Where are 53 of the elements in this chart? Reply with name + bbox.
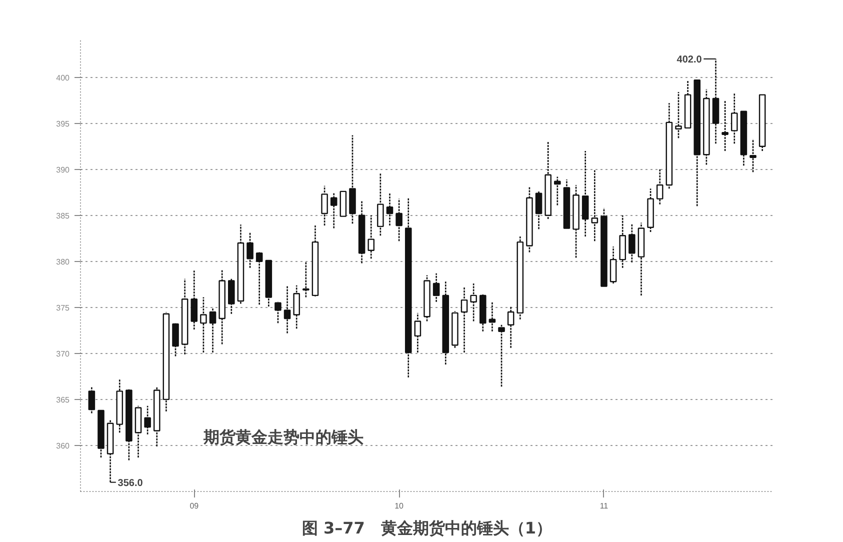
candlestick <box>228 278 235 315</box>
y-tick-label: 380 <box>56 257 70 266</box>
y-tick-label: 395 <box>56 119 70 128</box>
candlestick <box>554 176 561 206</box>
candlestick <box>535 190 542 230</box>
candlestick <box>656 168 664 205</box>
y-tick-label: 365 <box>56 395 70 404</box>
candlestick <box>386 192 394 226</box>
candlestick <box>591 170 598 242</box>
y-tick-label: 400 <box>56 73 70 82</box>
y-tick-label: 375 <box>56 303 70 312</box>
candlestick <box>284 284 291 334</box>
y-tick-label: 360 <box>56 441 70 450</box>
candlestick <box>330 192 338 229</box>
candlestick <box>730 92 738 144</box>
candlestick <box>321 185 328 226</box>
candlestick <box>274 301 282 324</box>
candlestick <box>414 312 422 354</box>
candlestick <box>507 306 514 349</box>
candlestick <box>172 322 179 357</box>
candlestick <box>256 252 263 306</box>
x-tick-label: 09 <box>190 502 200 510</box>
candlestick <box>470 282 477 322</box>
candlestick <box>432 272 440 303</box>
candlestick <box>377 172 384 236</box>
candlestick <box>246 232 254 268</box>
candlestick <box>750 138 756 173</box>
x-tick-label: 10 <box>394 502 404 510</box>
candlestick <box>200 296 207 354</box>
candlestick <box>190 270 198 330</box>
candlestick <box>619 214 626 268</box>
y-tick-label: 385 <box>56 211 70 220</box>
candlestick <box>144 405 151 436</box>
x-tick-label: 11 <box>600 502 609 510</box>
text: 图 3–77 黄金期货中的锤头（1） <box>302 518 552 538</box>
candlestick <box>396 198 402 242</box>
candlestick <box>722 100 728 152</box>
annotation: 402.0 <box>676 54 702 66</box>
y-tick-label: 370 <box>56 349 70 358</box>
candlestick <box>88 386 96 414</box>
candlestick <box>628 223 636 263</box>
annotation: 356.0 <box>118 478 144 489</box>
candlestick <box>293 284 300 330</box>
candlestick <box>460 286 468 354</box>
candlestick <box>368 214 375 260</box>
candlestick <box>582 150 589 238</box>
y-tick-label: 390 <box>56 165 70 174</box>
candlestick <box>675 91 682 139</box>
candlestick <box>209 306 216 354</box>
candlestick <box>498 324 505 388</box>
annotation: 期货黄金走势中的锤头 <box>202 427 364 446</box>
candlestick <box>302 260 310 298</box>
candlestick <box>610 246 617 284</box>
